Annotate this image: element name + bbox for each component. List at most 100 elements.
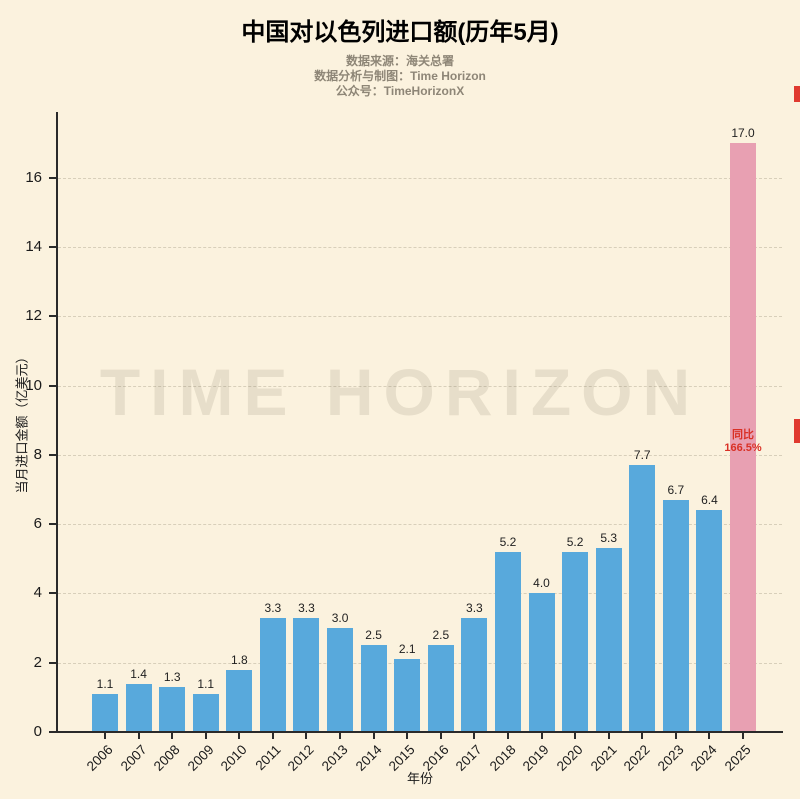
y-tick-label: 12 [25,307,42,325]
x-tick [439,733,442,739]
y-tick-label: 8 [33,445,42,463]
bar-2012 [293,617,320,732]
bar-2008 [159,686,186,732]
chart-subtitles: 数据来源：海关总署 数据分析与制图：Time Horizon 公众号：TimeH… [0,54,800,99]
bar-2014 [360,645,387,732]
x-tick [238,733,241,739]
red-edge-artifact-middle [794,419,800,443]
x-tick [708,733,711,739]
bar-2016 [427,645,454,732]
bar-2017 [461,617,488,732]
bar-2020 [562,551,589,732]
bar-2007 [125,683,152,732]
y-tick-label: 16 [25,168,42,186]
x-axis-title: 年份 [406,771,433,786]
subtitle-account: 公众号：TimeHorizonX [335,84,465,98]
x-tick [540,733,543,739]
bar-value-label: 3.3 [466,600,483,615]
y-tick [49,246,56,249]
bar-value-label: 2.5 [432,628,450,643]
bar-2023 [662,499,689,732]
bar-value-label: 3.3 [264,600,282,615]
y-tick-label: 14 [25,238,42,256]
bar-2022 [629,465,656,732]
x-axis-line [56,731,783,733]
gridline [58,177,782,179]
y-tick-label: 4 [33,584,42,602]
gridline [58,385,782,387]
x-tick [372,733,375,739]
x-tick [339,733,342,739]
x-tick [742,733,744,739]
y-tick [49,176,56,179]
chart-title: 中国对以色列进口额(历年5月) [241,19,559,46]
bar-value-label: 7.7 [633,448,651,463]
x-tick [305,733,308,739]
y-tick [49,315,56,318]
bar-value-label: 3.3 [298,600,315,615]
subtitle-data-source: 数据来源：海关总署 [345,54,454,68]
bar-2011 [259,617,286,732]
yoy-annotation-line2: 166.5% [724,441,762,454]
y-tick [49,453,56,456]
bar-value-label: 5.3 [600,531,618,546]
yoy-annotation-line1: 同比 [732,428,754,441]
x-tick [674,733,677,739]
bar-value-label: 4.0 [533,576,550,591]
y-tick [49,592,56,595]
bar-2009 [192,693,219,732]
x-tick [171,733,174,739]
bar-2025 [730,143,756,732]
bar-2015 [394,659,421,732]
gridline [58,454,782,456]
bar-value-label: 1.4 [130,666,147,681]
bar-value-label: 2.5 [365,628,382,643]
y-tick [49,523,56,526]
bar-value-label: 1.1 [197,676,215,691]
x-tick [137,733,140,739]
gridline [58,593,782,595]
bar-value-label: 6.4 [701,493,718,508]
plot-area: 1.1 1.4 1.3 1.1 1.8 3.3 3.3 3.0 2.5 2.1 2.5 3.3 5.2 4… [58,112,782,732]
bar-2019 [528,593,555,732]
x-tick [406,733,409,739]
bar-2010 [226,669,253,732]
bar-value-label: 5.2 [566,534,584,549]
bar-2021 [595,548,622,732]
bar-value-label: 1.8 [230,652,248,667]
y-tick-label: 0 [33,723,42,740]
bar-2018 [494,551,521,732]
bar-value-label: 17.0 [731,126,755,141]
bar-value-label: 1.1 [96,676,114,691]
x-tick [473,733,476,739]
x-tick [271,733,274,739]
gridline [58,247,782,249]
y-tick-label: 6 [33,515,42,533]
bar-value-label: 1.3 [163,669,181,684]
x-tick [641,733,644,739]
y-tick-label: 2 [33,653,42,671]
bar-value-label: 3.0 [331,611,349,626]
y-tick [49,384,56,387]
gridline [58,316,782,318]
red-edge-artifact-top [794,86,800,102]
x-tick [204,733,207,739]
x-tick [607,733,610,739]
x-tick [574,733,577,739]
y-axis-line [56,112,58,733]
bar-2006 [92,693,118,732]
x-tick [506,733,509,739]
bar-value-label: 6.7 [667,482,685,497]
x-tick [104,733,106,739]
bar-2024 [696,510,723,732]
subtitle-analysis-credit: 数据分析与制图：Time Horizon [314,69,486,83]
y-axis-title: 当月进口金额（亿美元） [14,350,30,494]
y-tick [49,731,56,733]
yoy-annotation: 同比 166.5% [724,429,761,455]
bar-2013 [327,628,354,732]
y-tick [49,661,56,664]
bar-value-label: 2.1 [398,642,416,657]
gridline [58,524,782,526]
bar-value-label: 5.2 [499,534,517,549]
